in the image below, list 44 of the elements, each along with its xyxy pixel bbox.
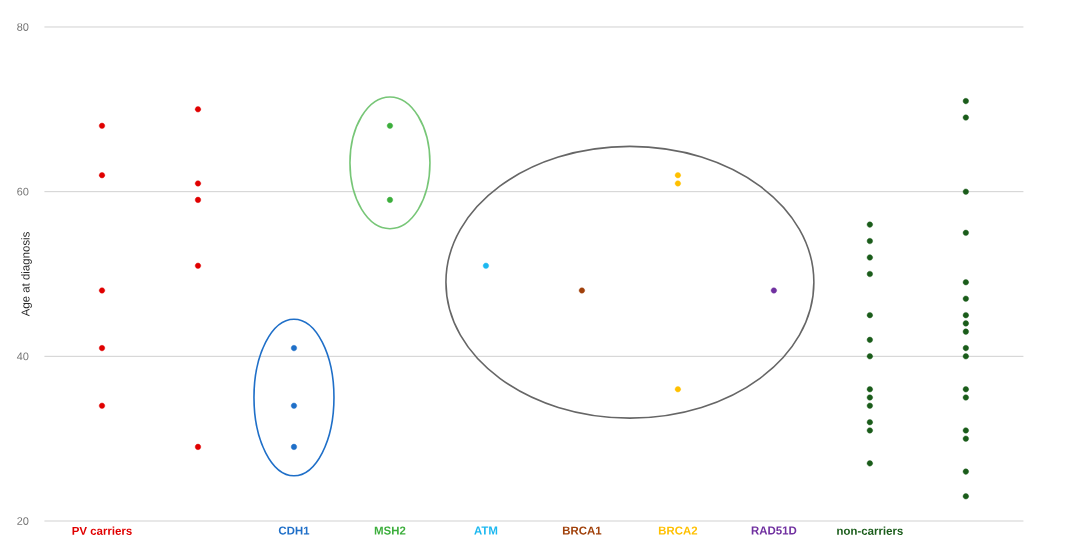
y-tick-label: 60 bbox=[17, 187, 29, 196]
point bbox=[962, 394, 969, 401]
x-tick-label: non-carriers bbox=[837, 526, 903, 535]
point bbox=[866, 336, 873, 343]
x-tick-label: MSH2 bbox=[374, 526, 406, 535]
point bbox=[962, 312, 969, 319]
point bbox=[962, 493, 969, 500]
point bbox=[866, 419, 873, 426]
point bbox=[674, 172, 681, 179]
point bbox=[962, 345, 969, 352]
y-axis-title: Age at diagnosis bbox=[21, 232, 32, 317]
point bbox=[962, 468, 969, 475]
point bbox=[866, 402, 873, 409]
point bbox=[866, 386, 873, 393]
point bbox=[962, 320, 969, 327]
point bbox=[866, 394, 873, 401]
point bbox=[962, 435, 969, 442]
point bbox=[386, 196, 393, 203]
point bbox=[770, 287, 777, 294]
y-tick-label: 80 bbox=[17, 23, 29, 31]
x-tick-label: BRCA1 bbox=[562, 526, 602, 535]
point bbox=[866, 353, 873, 360]
point bbox=[290, 402, 297, 409]
x-tick-label: RAD51D bbox=[751, 526, 797, 535]
point bbox=[386, 122, 393, 129]
point bbox=[674, 180, 681, 187]
x-tick-label: ATM bbox=[474, 526, 498, 535]
x-tick-label: BRCA2 bbox=[658, 526, 698, 535]
point bbox=[866, 427, 873, 434]
point bbox=[962, 427, 969, 434]
point bbox=[290, 443, 297, 450]
point bbox=[962, 353, 969, 360]
point bbox=[578, 287, 585, 294]
point bbox=[962, 386, 969, 393]
y-tick-label: 20 bbox=[17, 517, 29, 525]
point bbox=[290, 345, 297, 352]
point bbox=[866, 460, 873, 467]
point bbox=[482, 262, 489, 269]
y-tick-label: 40 bbox=[16, 352, 29, 361]
x-tick-label: CDH1 bbox=[278, 526, 310, 535]
x-tick-label: PV carriers bbox=[72, 526, 132, 535]
point bbox=[962, 295, 969, 302]
point bbox=[962, 328, 969, 335]
point bbox=[674, 386, 681, 393]
